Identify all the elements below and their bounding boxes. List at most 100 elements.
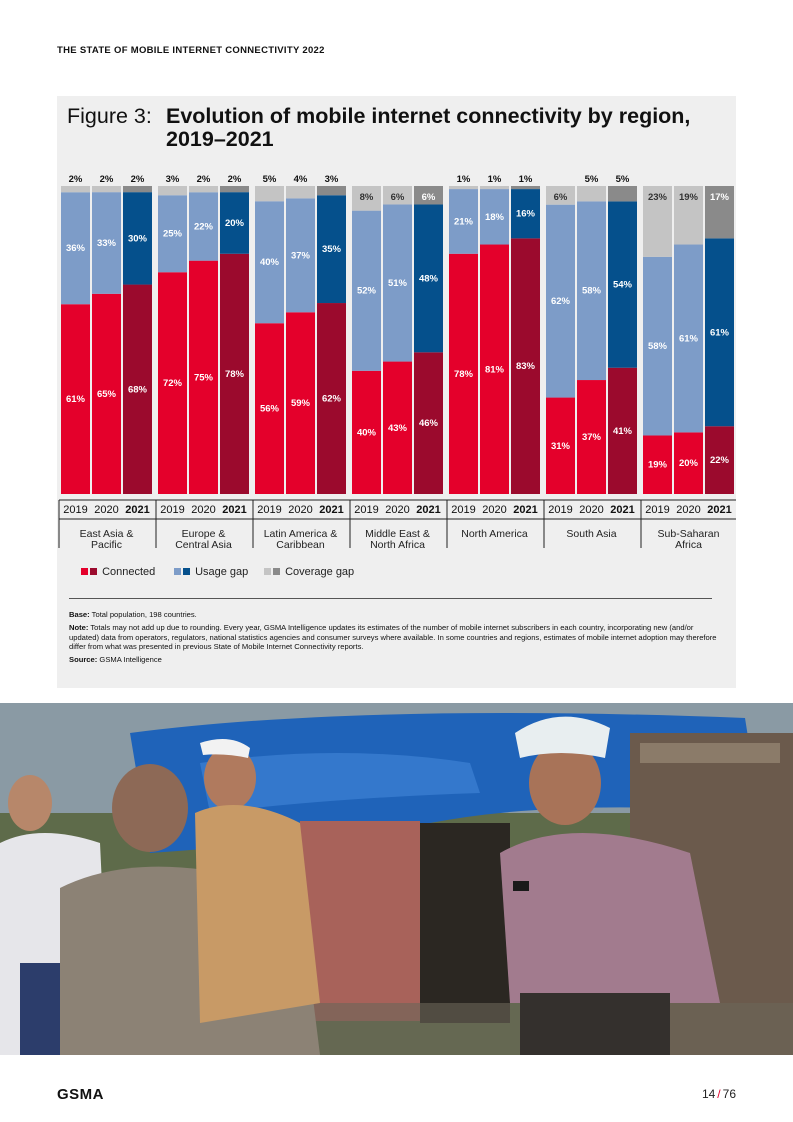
data-label-usage: 61% — [710, 327, 730, 338]
data-label-usage: 48% — [419, 273, 439, 284]
bar-connected — [255, 323, 284, 494]
data-label-coverage: 2% — [131, 174, 145, 185]
data-label-connected: 62% — [322, 394, 342, 405]
bar-coverage-gap — [189, 186, 218, 193]
data-label-usage: 58% — [648, 341, 668, 352]
bar-usage-gap — [643, 256, 672, 436]
year-tick-label: 2019 — [451, 504, 475, 516]
legend-swatch-connected-prior — [81, 568, 88, 575]
bar-usage-gap — [189, 192, 218, 261]
year-tick-label: 2021 — [513, 504, 537, 516]
data-label-connected: 72% — [163, 378, 183, 389]
data-label-usage: 51% — [388, 278, 408, 289]
bar-coverage-gap — [220, 186, 249, 193]
year-tick-label: 2020 — [676, 504, 700, 516]
year-tick-label: 2020 — [385, 504, 409, 516]
figure-label: Figure 3: — [67, 104, 152, 128]
bar-connected — [383, 361, 412, 494]
bar-usage-gap — [449, 189, 478, 254]
note-text: Totals may not add up due to rounding. E… — [69, 623, 717, 651]
bar-connected — [61, 304, 90, 494]
data-label-coverage: 19% — [679, 192, 699, 203]
data-label-connected: 43% — [388, 423, 408, 434]
region-label: Latin America & — [264, 528, 338, 540]
bar-connected — [414, 352, 443, 494]
figure-panel: Figure 3: Evolution of mobile internet c… — [57, 96, 736, 688]
data-label-connected: 20% — [679, 458, 699, 469]
bar-connected — [643, 435, 672, 494]
bar-usage-gap — [608, 201, 637, 368]
data-label-usage: 30% — [128, 233, 148, 244]
bar-connected — [480, 244, 509, 494]
bar-connected — [511, 238, 540, 494]
bar-usage-gap — [286, 198, 315, 313]
bar-connected — [674, 432, 703, 494]
data-label-usage: 18% — [485, 212, 505, 223]
bar-coverage-gap — [123, 186, 152, 193]
source-text: GSMA Intelligence — [99, 655, 162, 665]
data-label-coverage: 23% — [648, 192, 668, 203]
data-label-coverage: 1% — [519, 174, 533, 185]
bar-connected — [577, 380, 606, 494]
bar-coverage-gap — [608, 186, 637, 202]
data-label-connected: 75% — [194, 372, 214, 383]
bar-connected — [286, 312, 315, 494]
data-label-usage: 37% — [291, 250, 311, 261]
year-tick-label: 2020 — [288, 504, 312, 516]
bar-connected — [546, 397, 575, 494]
data-label-connected: 40% — [357, 427, 377, 438]
data-label-usage: 21% — [454, 216, 474, 227]
bar-coverage-gap — [577, 186, 606, 202]
bar-coverage-gap — [61, 186, 90, 193]
data-label-coverage: 17% — [710, 192, 730, 203]
bar-connected — [449, 253, 478, 494]
source-note: Source: GSMA Intelligence — [69, 655, 719, 664]
data-label-usage: 22% — [194, 221, 214, 232]
running-header: THE STATE OF MOBILE INTERNET CONNECTIVIT… — [57, 45, 325, 56]
bar-coverage-gap — [511, 186, 540, 190]
data-label-connected: 22% — [710, 455, 730, 466]
year-tick-label: 2021 — [222, 504, 246, 516]
bar-usage-gap — [255, 201, 284, 324]
bar-usage-gap — [480, 189, 509, 245]
data-label-usage: 35% — [322, 244, 342, 255]
bar-coverage-gap — [643, 186, 672, 257]
data-label-coverage: 2% — [228, 174, 242, 185]
year-tick-label: 2021 — [416, 504, 440, 516]
data-label-connected: 41% — [613, 426, 633, 437]
year-tick-label: 2021 — [610, 504, 634, 516]
bar-connected — [317, 303, 346, 494]
bar-usage-gap — [383, 204, 412, 362]
bar-usage-gap — [511, 189, 540, 239]
year-tick-label: 2019 — [645, 504, 669, 516]
bar-coverage-gap — [480, 186, 509, 190]
data-label-coverage: 1% — [488, 174, 502, 185]
data-label-connected: 78% — [225, 369, 245, 380]
data-label-usage: 33% — [97, 238, 117, 249]
data-label-connected: 59% — [291, 398, 311, 409]
legend-swatch-connected-2021 — [90, 568, 97, 575]
data-label-coverage: 5% — [585, 174, 599, 185]
data-label-coverage: 6% — [422, 192, 436, 203]
page-total: 76 — [722, 1087, 736, 1101]
bar-coverage-gap — [383, 186, 412, 205]
bar-coverage-gap — [255, 186, 284, 202]
region-label: Central Asia — [175, 539, 232, 551]
region-label: Pacific — [91, 539, 122, 551]
data-label-connected: 19% — [648, 460, 668, 471]
gsma-logo: GSMA — [57, 1086, 104, 1103]
data-label-coverage: 5% — [263, 174, 277, 185]
data-label-usage: 54% — [613, 280, 633, 291]
bar-usage-gap — [577, 201, 606, 381]
source-label: Source: — [69, 655, 98, 665]
bar-connected — [123, 284, 152, 494]
bar-coverage-gap — [158, 186, 187, 196]
year-tick-label: 2019 — [548, 504, 572, 516]
data-label-connected: 68% — [128, 384, 148, 395]
legend-item-usage-gap: Usage gap — [174, 566, 248, 578]
bar-usage-gap — [92, 192, 121, 294]
divider — [69, 598, 712, 599]
data-label-connected: 56% — [260, 404, 280, 415]
year-tick-label: 2021 — [319, 504, 343, 516]
data-label-coverage: 3% — [166, 174, 180, 185]
